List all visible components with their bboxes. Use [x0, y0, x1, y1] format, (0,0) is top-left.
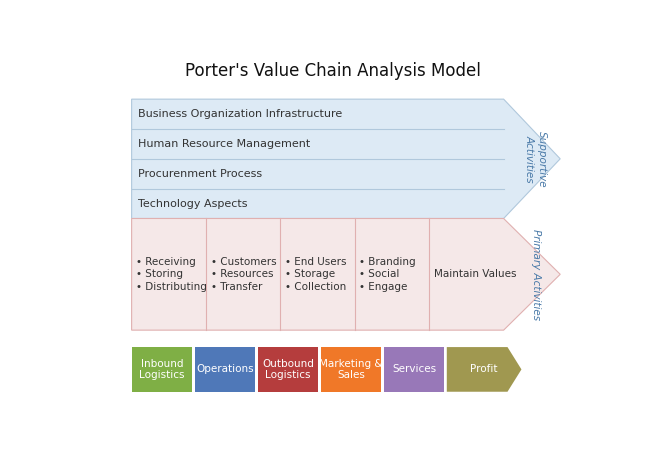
Text: • Resources: • Resources [211, 269, 273, 279]
Text: Services: Services [392, 365, 436, 375]
Text: • Distributing: • Distributing [136, 281, 207, 291]
Polygon shape [447, 347, 521, 392]
Text: • End Users: • End Users [285, 257, 346, 267]
Text: Technology Aspects: Technology Aspects [138, 198, 247, 208]
Text: Human Resource Management: Human Resource Management [138, 139, 310, 149]
Text: Supportive
Activities: Supportive Activities [525, 130, 547, 187]
Text: • Storing: • Storing [136, 269, 183, 279]
Text: • Receiving: • Receiving [136, 257, 196, 267]
Text: Operations: Operations [196, 365, 254, 375]
Bar [257, 347, 318, 392]
Text: Outbound
Logistics: Outbound Logistics [262, 359, 314, 380]
Text: • Customers: • Customers [211, 257, 276, 267]
Text: Business Organization Infrastructure: Business Organization Infrastructure [138, 109, 342, 119]
Text: • Engage: • Engage [359, 281, 408, 291]
Text: Porter's Value Chain Analysis Model: Porter's Value Chain Analysis Model [185, 62, 481, 80]
Text: • Social: • Social [359, 269, 400, 279]
Text: • Branding: • Branding [359, 257, 416, 267]
Text: • Transfer: • Transfer [211, 281, 262, 291]
Bar [320, 347, 382, 392]
Polygon shape [131, 218, 560, 330]
Text: Procurenment Process: Procurenment Process [138, 169, 262, 179]
Bar [131, 347, 192, 392]
Bar [194, 347, 255, 392]
Text: Profit: Profit [471, 365, 498, 375]
Polygon shape [131, 99, 560, 218]
Text: Inbound
Logistics: Inbound Logistics [139, 359, 185, 380]
Text: • Collection: • Collection [285, 281, 346, 291]
Bar [384, 347, 445, 392]
Text: Maintain Values: Maintain Values [434, 269, 516, 279]
Text: Primary Activities: Primary Activities [531, 229, 541, 320]
Text: Marketing &
Sales: Marketing & Sales [319, 359, 383, 380]
Text: • Storage: • Storage [285, 269, 335, 279]
